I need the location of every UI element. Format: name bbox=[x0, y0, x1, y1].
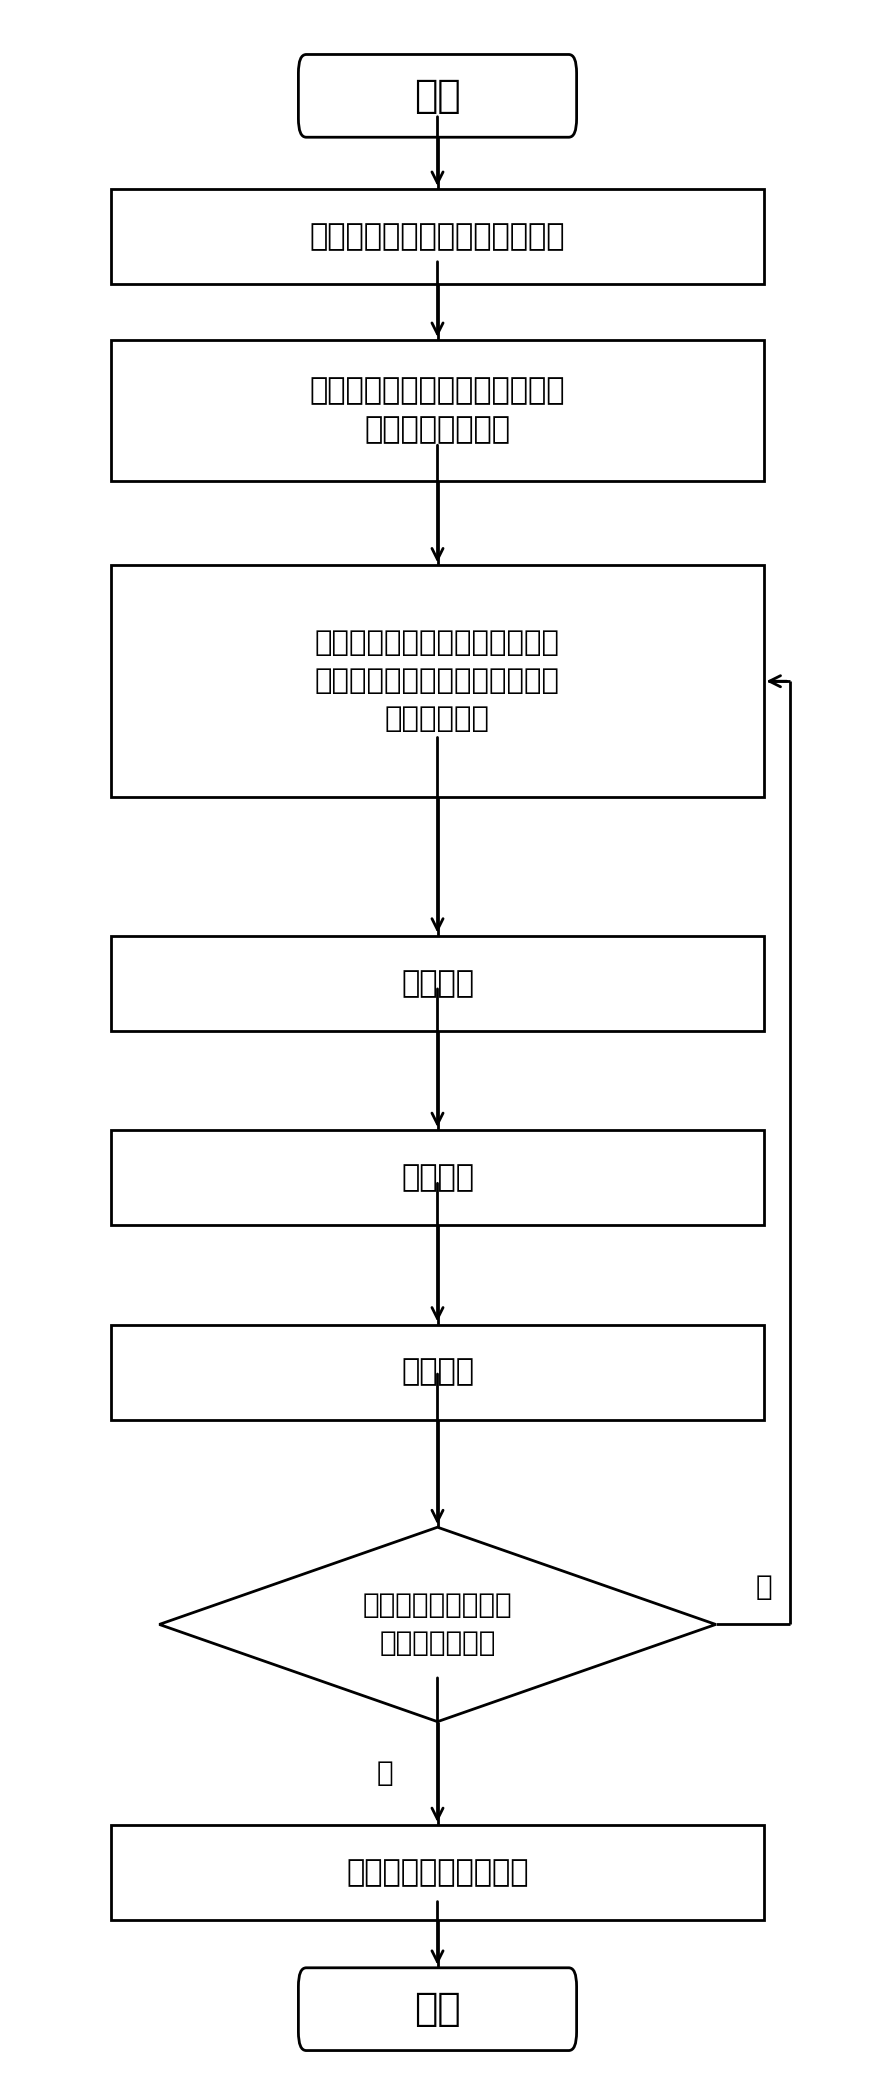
Text: 结束: 结束 bbox=[414, 1991, 461, 2028]
Bar bbox=[111, 566, 764, 796]
Text: 开始: 开始 bbox=[414, 77, 461, 114]
FancyBboxPatch shape bbox=[298, 1968, 577, 2051]
Bar bbox=[111, 1825, 764, 1921]
Bar bbox=[111, 1325, 764, 1421]
Text: 计算群体的平均适应度和最大适
应度，将群体按适应度值大小排
序并分为两组: 计算群体的平均适应度和最大适 应度，将群体按适应度值大小排 序并分为两组 bbox=[315, 628, 560, 732]
Text: 确定编码方式，并生成初始群体: 确定编码方式，并生成初始群体 bbox=[310, 222, 565, 251]
Text: 群体变异: 群体变异 bbox=[401, 1164, 474, 1193]
Bar bbox=[111, 340, 764, 481]
Bar bbox=[111, 935, 764, 1031]
Text: 是: 是 bbox=[377, 1759, 394, 1788]
Text: 群体更新: 群体更新 bbox=[401, 1358, 474, 1388]
Text: 当前进化代数是否等
于预设进化代数: 当前进化代数是否等 于预设进化代数 bbox=[363, 1591, 513, 1657]
Polygon shape bbox=[159, 1526, 716, 1721]
Text: 否: 否 bbox=[755, 1574, 772, 1601]
Text: 群体交叉: 群体交叉 bbox=[401, 969, 474, 998]
Bar bbox=[111, 189, 764, 284]
Bar bbox=[111, 1130, 764, 1226]
FancyBboxPatch shape bbox=[298, 54, 577, 137]
Text: 确定信道最优分配方案: 确定信道最优分配方案 bbox=[346, 1858, 528, 1887]
Text: 确定适应度函数，计算群体中每
一个体的适应度值: 确定适应度函数，计算群体中每 一个体的适应度值 bbox=[310, 375, 565, 444]
